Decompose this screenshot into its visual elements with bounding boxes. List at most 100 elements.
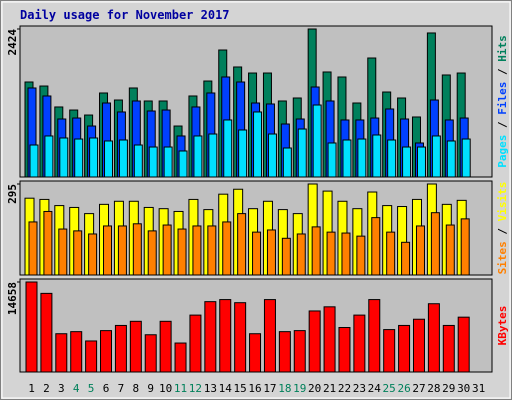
x-tick-label: 13 <box>204 382 217 395</box>
x-tick-label: 17 <box>263 382 276 395</box>
bar <box>25 281 38 373</box>
x-tick-label: 24 <box>368 382 382 395</box>
bar <box>266 229 276 276</box>
x-tick-label: 10 <box>159 382 172 395</box>
bar <box>326 231 336 276</box>
bar <box>178 150 188 178</box>
legend-entry: Pages <box>496 135 509 168</box>
bar <box>442 324 455 373</box>
bar <box>412 318 425 373</box>
bar <box>342 139 352 178</box>
bar <box>386 231 396 276</box>
bar <box>368 299 381 373</box>
bar <box>147 230 157 276</box>
bar <box>238 129 248 178</box>
x-tick-label: 3 <box>58 382 65 395</box>
x-tick-label: 29 <box>442 382 455 395</box>
bar <box>278 331 291 373</box>
x-tick-label: 6 <box>103 382 110 395</box>
bar <box>415 225 425 276</box>
bar <box>132 223 142 276</box>
bar <box>457 316 470 373</box>
x-tick-label: 14 <box>219 382 233 395</box>
x-tick-label: 19 <box>293 382 306 395</box>
bar <box>356 235 366 276</box>
bar <box>446 140 456 178</box>
bar <box>162 224 172 276</box>
bar <box>338 327 351 373</box>
bar <box>189 314 202 373</box>
x-tick-label: 30 <box>457 382 470 395</box>
x-tick-label: 22 <box>338 382 351 395</box>
bar <box>133 144 143 178</box>
y-tick-label: 14658 <box>6 282 19 315</box>
x-tick-label: 4 <box>73 382 80 395</box>
bar <box>401 241 411 276</box>
bar <box>323 306 336 373</box>
x-tick-label: 23 <box>353 382 366 395</box>
x-tick-label: 9 <box>147 382 154 395</box>
bar <box>70 331 83 373</box>
bar <box>74 138 84 178</box>
bar <box>222 221 232 276</box>
bar <box>73 230 83 276</box>
bar <box>293 330 306 373</box>
x-tick-label: 25 <box>383 382 396 395</box>
bar <box>100 330 113 373</box>
bar <box>219 299 232 373</box>
bar <box>208 133 218 178</box>
bar <box>357 138 367 178</box>
bar <box>129 320 142 373</box>
bar <box>341 232 351 276</box>
bar <box>29 144 39 178</box>
bar <box>267 133 277 178</box>
legend-separator: / <box>496 221 509 241</box>
x-tick-label: 8 <box>133 382 140 395</box>
bar <box>148 146 158 178</box>
bar <box>296 233 306 276</box>
bar <box>28 221 38 276</box>
bar <box>44 135 54 178</box>
bar <box>59 137 69 178</box>
x-tick-label: 26 <box>397 382 410 395</box>
bar <box>461 138 471 178</box>
bar <box>163 146 173 178</box>
bar <box>460 218 470 276</box>
x-tick-label: 20 <box>308 382 321 395</box>
bar <box>89 137 99 178</box>
x-tick-label: 5 <box>88 382 95 395</box>
bar <box>40 292 53 373</box>
bar <box>371 217 381 276</box>
bar <box>174 342 187 373</box>
bar <box>416 146 426 178</box>
bar <box>263 299 276 373</box>
bar <box>104 140 114 178</box>
bar <box>204 301 217 373</box>
bar <box>55 333 68 373</box>
x-tick-label: 11 <box>174 382 187 395</box>
bar <box>312 104 322 178</box>
y-tick-label: 2424 <box>6 29 19 56</box>
x-tick-label: 15 <box>234 382 247 395</box>
x-tick-label: 28 <box>427 382 440 395</box>
x-tick-label: 16 <box>248 382 261 395</box>
bar <box>237 213 247 276</box>
legend: Pages / Files / Hits <box>496 35 509 168</box>
x-tick-label: 1 <box>28 382 35 395</box>
bar <box>118 139 128 178</box>
bar <box>308 310 321 373</box>
x-tick-label: 21 <box>323 382 336 395</box>
bar <box>281 237 291 276</box>
bar <box>193 135 203 178</box>
bar <box>114 324 127 373</box>
legend-entry: Visits <box>496 182 509 222</box>
bar <box>192 225 202 276</box>
legend-entry: Sites <box>496 241 509 274</box>
x-tick-label: 31 <box>472 382 485 395</box>
y-tick-label: 295 <box>6 184 19 204</box>
bar <box>445 224 455 276</box>
x-tick-label: 12 <box>189 382 202 395</box>
bar <box>297 128 307 178</box>
bar <box>159 320 172 373</box>
